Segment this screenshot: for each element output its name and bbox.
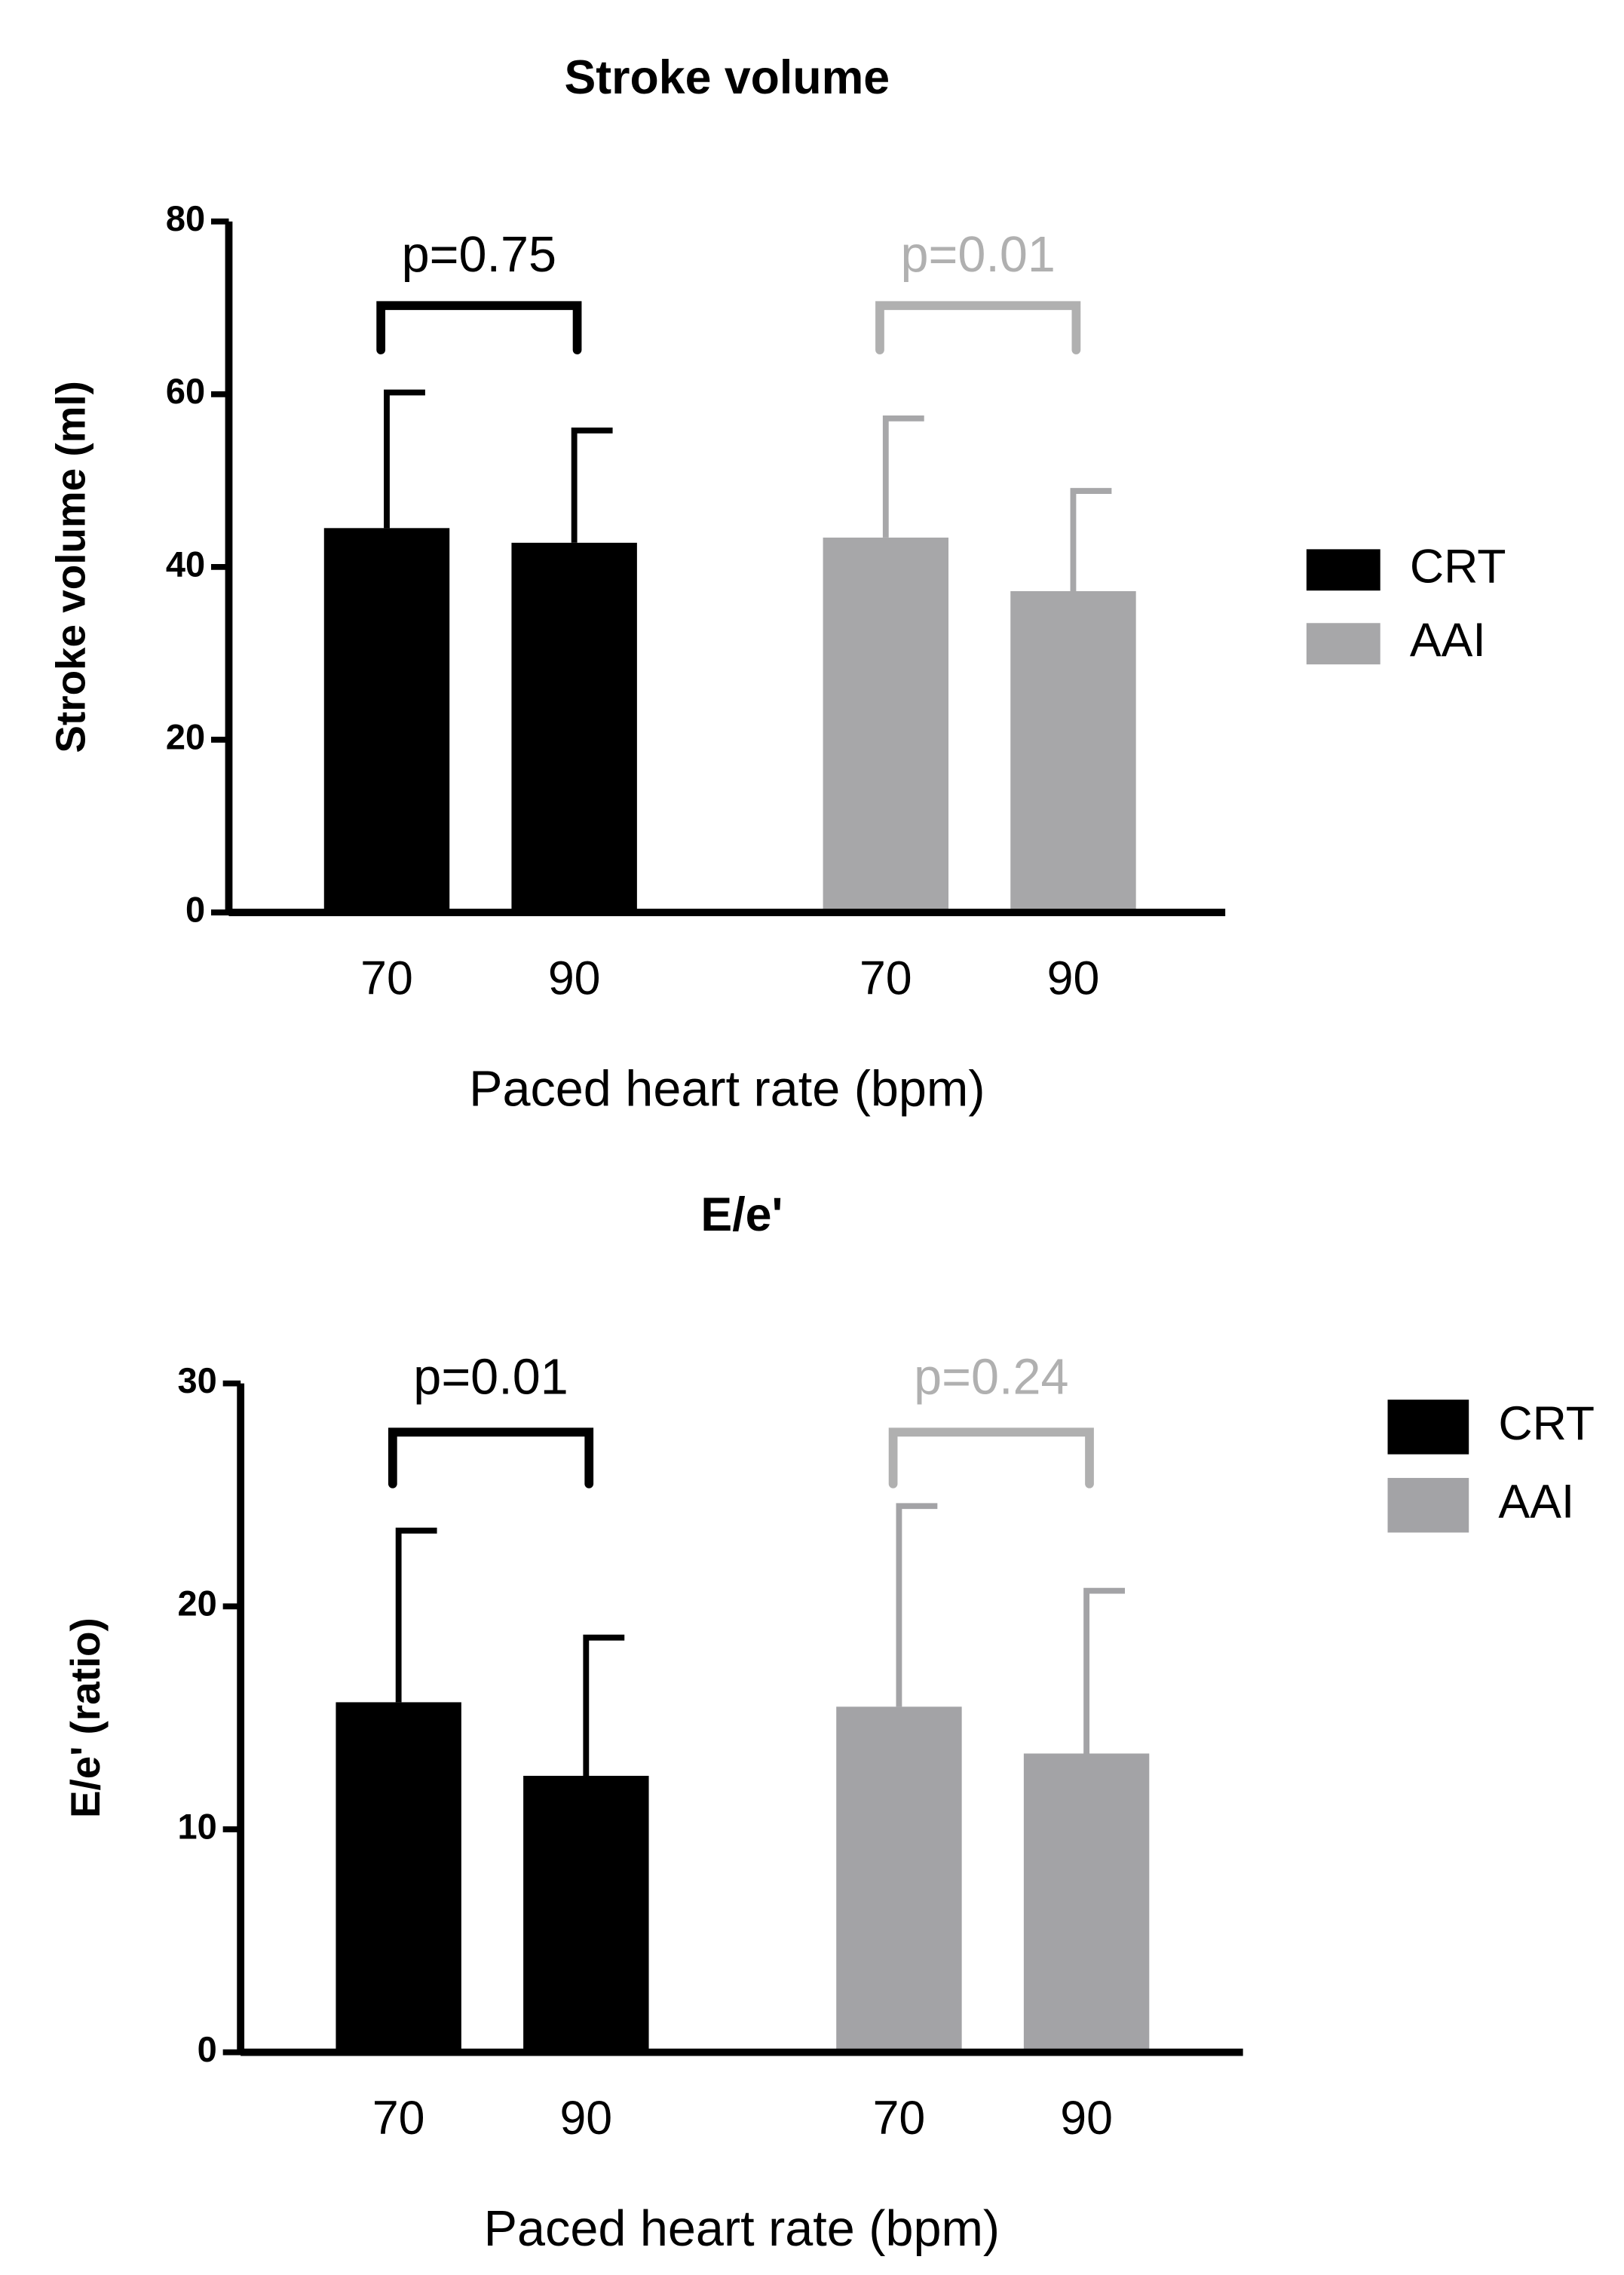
- x-tick-label: 70: [360, 952, 413, 1005]
- legend-swatch: [1387, 1400, 1469, 1455]
- error-bar: [1070, 488, 1112, 591]
- x-tick-label: 90: [559, 2092, 612, 2145]
- y-tick-label: 30: [178, 1360, 217, 1400]
- legend-swatch: [1306, 549, 1380, 591]
- p-value: p=0.01: [900, 227, 1055, 283]
- bar: [523, 1776, 649, 2053]
- bar: [1010, 590, 1136, 913]
- error-bar: [896, 1503, 938, 1707]
- legend-label: CRT: [1410, 540, 1506, 593]
- bar: [323, 528, 450, 913]
- y-tick-label: 10: [178, 1806, 217, 1846]
- p-value: p=0.75: [402, 227, 556, 283]
- bar: [336, 1702, 461, 2053]
- p-value: p=0.01: [413, 1349, 568, 1405]
- p-value: p=0.24: [914, 1349, 1068, 1405]
- x-tick-label: 70: [372, 2092, 425, 2145]
- error-bar: [583, 1634, 625, 1777]
- bar: [823, 537, 949, 913]
- x-tick-label: 90: [548, 952, 601, 1005]
- x-tick-label: 90: [1060, 2092, 1113, 2145]
- significance-bracket: [875, 301, 1081, 354]
- error-bar: [571, 427, 613, 543]
- x-axis-label: Paced heart rate (bpm): [469, 1061, 985, 1117]
- significance-bracket: [376, 301, 582, 354]
- x-tick-label: 90: [1047, 952, 1100, 1005]
- bar: [511, 542, 637, 913]
- legend-swatch: [1387, 1477, 1469, 1533]
- y-tick-label: 0: [198, 2029, 217, 2069]
- significance-bracket: [888, 1427, 1094, 1489]
- x-tick-label: 70: [859, 952, 912, 1005]
- chart-title: Stroke volume: [564, 51, 890, 104]
- figure-content: Stroke volume Stroke volume (ml) Paced hea…: [47, 51, 1595, 2257]
- chart-title: E/e': [700, 1188, 783, 1241]
- y-tick-label: 20: [178, 1584, 217, 1623]
- legend-label: CRT: [1498, 1397, 1595, 1450]
- y-axis-label: Stroke volume (ml): [47, 381, 93, 753]
- y-tick-label: 20: [166, 716, 205, 756]
- y-axis-label: E/e' (ratio): [62, 1617, 109, 1818]
- x-axis-label: Paced heart rate (bpm): [484, 2201, 1000, 2257]
- error-bar: [1083, 1587, 1125, 1754]
- legend-label: AAI: [1410, 614, 1486, 667]
- bar: [836, 1706, 962, 2053]
- error-bar: [384, 389, 425, 529]
- bar: [1023, 1753, 1150, 2053]
- y-tick-label: 40: [166, 544, 205, 584]
- error-bar: [882, 415, 924, 538]
- y-tick-label: 0: [185, 889, 205, 929]
- error-bar: [395, 1527, 437, 1703]
- y-tick-label: 80: [166, 198, 205, 238]
- y-tick-label: 60: [166, 371, 205, 411]
- legend-label: AAI: [1498, 1476, 1574, 1528]
- significance-bracket: [388, 1427, 594, 1489]
- legend-swatch: [1306, 623, 1380, 665]
- x-tick-label: 70: [873, 2092, 926, 2145]
